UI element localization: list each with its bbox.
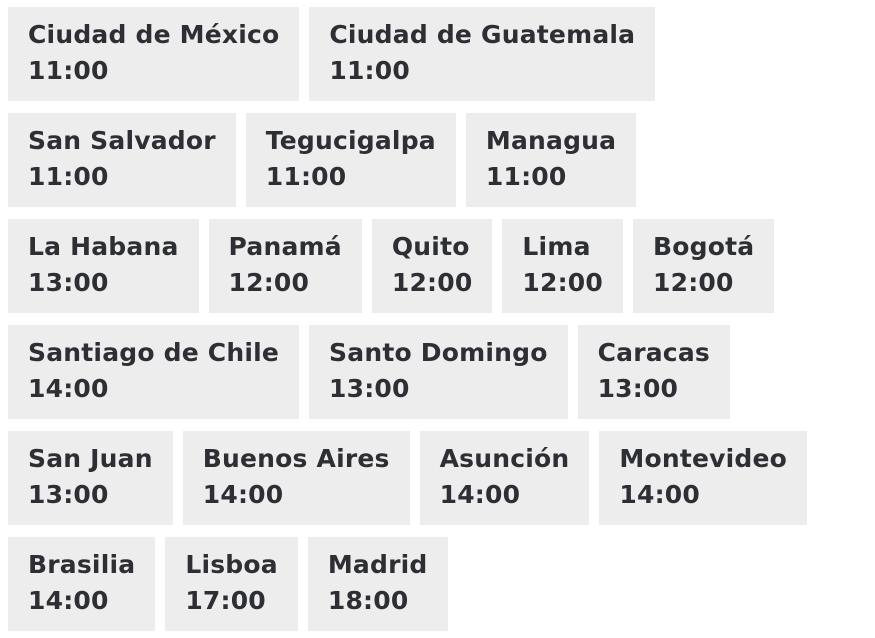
city-name: Lisboa [185,550,278,579]
card-row: San Juan 13:00 Buenos Aires 14:00 Asunci… [8,431,867,525]
city-time: 11:00 [28,56,109,85]
city-time: 11:00 [485,162,567,191]
card-row: San Salvador 11:00 Tegucigalpa 11:00 Man… [8,113,867,207]
city-name: Madrid [327,550,428,579]
city-time: 13:00 [28,268,109,297]
city-name: San Salvador [28,126,216,155]
card-row: Santiago de Chile 14:00 Santo Domingo 13… [8,325,867,419]
city-time: 18:00 [327,586,409,615]
city-time: 14:00 [202,480,284,509]
city-name: Caracas [597,338,710,367]
city-name: Quito [391,232,470,261]
city-name: Tegucigalpa [265,126,436,155]
city-time: 13:00 [28,480,109,509]
city-time-card: Montevideo 14:00 [599,431,808,525]
city-time: 17:00 [185,586,266,615]
city-name: Brasilia [28,550,136,579]
city-name: La Habana [28,232,179,261]
city-time: 11:00 [28,162,109,191]
city-time-card: Tegucigalpa 11:00 [245,113,456,207]
city-time-card: Ciudad de Guatemala 11:00 [309,7,656,101]
city-time-card: Quito 12:00 [371,219,493,313]
city-name: San Juan [28,444,153,473]
city-time: 12:00 [522,268,603,297]
city-name: Panamá [228,232,342,261]
card-row: Brasilia 14:00 Lisboa 17:00 Madrid 18:00 [8,537,867,631]
city-time: 12:00 [391,268,473,297]
city-name: Ciudad de Guatemala [329,20,636,49]
city-name: Santiago de Chile [28,338,280,367]
city-time: 14:00 [439,480,521,509]
city-time: 14:00 [28,374,109,403]
city-name: Asunción [439,444,570,473]
card-row: La Habana 13:00 Panamá 12:00 Quito 12:00… [8,219,867,313]
city-name: Lima [522,232,591,261]
city-time-card: Buenos Aires 14:00 [182,431,410,525]
city-time-card: San Salvador 11:00 [8,113,236,207]
city-time-card: Caracas 13:00 [577,325,730,419]
city-time: 13:00 [329,374,410,403]
city-time-card: La Habana 13:00 [8,219,199,313]
city-time: 11:00 [329,56,410,85]
city-time-card: Brasilia 14:00 [8,537,156,631]
city-time: 14:00 [619,480,700,509]
city-name: Buenos Aires [202,444,390,473]
city-time-card: Asunción 14:00 [419,431,590,525]
city-time: 11:00 [265,162,347,191]
city-name: Montevideo [619,444,788,473]
city-time: 13:00 [597,374,679,403]
city-time-card: Managua 11:00 [465,113,637,207]
city-time-card: San Juan 13:00 [8,431,173,525]
city-time-card: Lisboa 17:00 [165,537,298,631]
city-time-card: Lima 12:00 [502,219,623,313]
card-row: Ciudad de México 11:00 Ciudad de Guatema… [8,7,867,101]
city-time-card: Madrid 18:00 [307,537,448,631]
city-name: Bogotá [653,232,755,261]
city-name: Ciudad de México [28,20,280,49]
city-time-card: Panamá 12:00 [208,219,362,313]
city-time-card: Santo Domingo 13:00 [309,325,568,419]
city-time-card: Santiago de Chile 14:00 [8,325,300,419]
city-time: 12:00 [228,268,310,297]
city-name: Managua [485,126,617,155]
city-time-card: Bogotá 12:00 [633,219,775,313]
city-name: Santo Domingo [329,338,548,367]
city-time-card: Ciudad de México 11:00 [8,7,300,101]
city-time: 14:00 [28,586,109,615]
city-time: 12:00 [653,268,734,297]
